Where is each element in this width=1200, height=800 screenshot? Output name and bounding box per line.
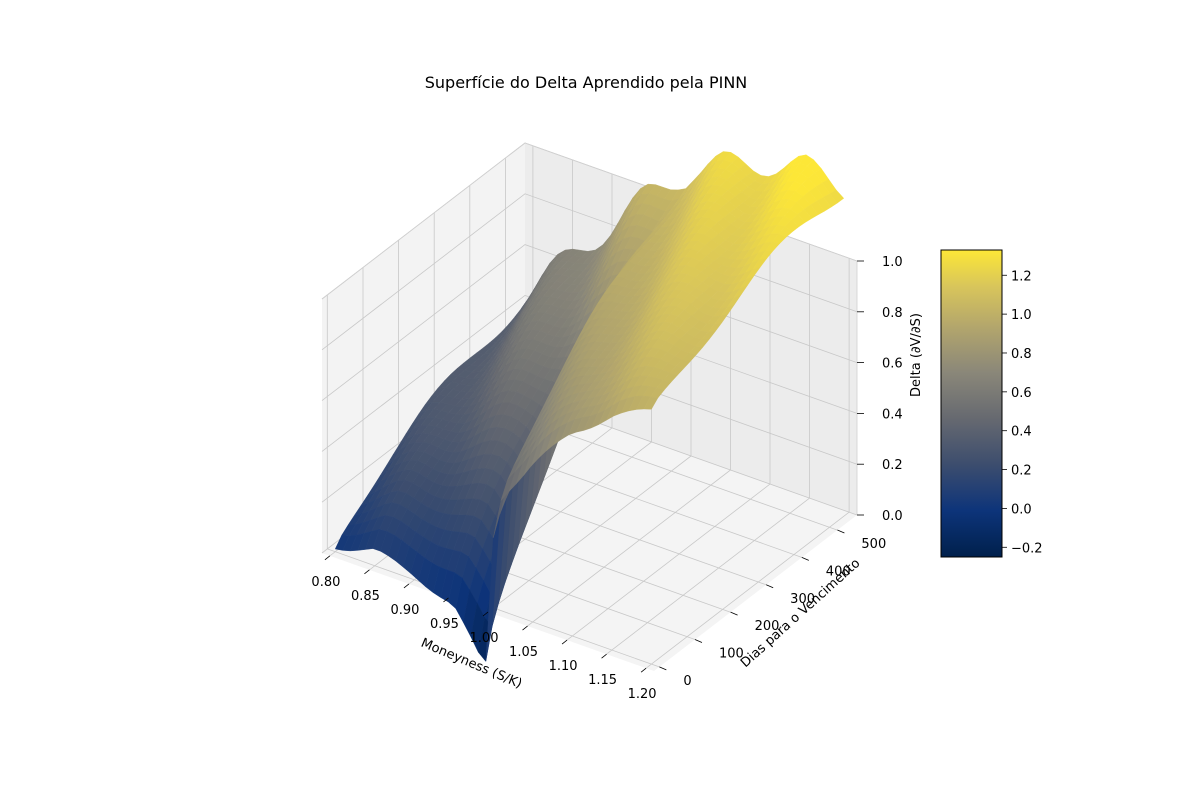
colorbar-ticks: −0.2 0.0 0.2 0.4 0.6 0.8 1.0 1.2: [1002, 269, 1043, 556]
x-tick-mark: [601, 653, 607, 659]
x-tick-label: 1.15: [588, 673, 617, 688]
z-tick-label: 0.2: [882, 458, 903, 473]
x-tick-mark: [522, 625, 528, 631]
colorbar-tick-label: 0.4: [1011, 425, 1032, 440]
left-pane: [322, 143, 525, 553]
z-gridline: [321, 244, 858, 401]
colorbar-tick-label: 0.8: [1011, 347, 1032, 362]
colorbar-gradient: [940, 249, 1003, 558]
surface-patch: [643, 396, 659, 410]
x-tick-mark: [443, 597, 449, 603]
y-tick-label: 100: [719, 647, 744, 662]
x-tick-mark: [640, 667, 647, 673]
colorbar-tick-label: −0.2: [1011, 541, 1043, 556]
y-tick-label: 200: [755, 619, 780, 634]
y-tick-mark: [766, 584, 774, 589]
colorbar-tick-label: 0.6: [1011, 386, 1032, 401]
x-tick-mark: [324, 555, 331, 561]
x-tick-label: 0.85: [351, 589, 380, 604]
x-tick-mark: [561, 639, 568, 645]
x-tick-label: 0.95: [430, 617, 459, 632]
x-tick-label: 0.80: [311, 575, 340, 590]
chart-title: Superfície do Delta Aprendido pela PINN: [425, 73, 748, 92]
z-tick-label: 1.0: [882, 255, 903, 270]
axis-ticks: 0.80 0.85 0.90 0.95 1.00 1.05 1.10 1.15 1.20 0 100…: [311, 255, 902, 702]
z-gridline: [321, 294, 858, 452]
y-tick-label: 300: [790, 592, 815, 607]
x-tick-label: 1.20: [628, 687, 657, 702]
x-tick-mark: [403, 583, 410, 589]
x-tick-label: 0.90: [390, 603, 419, 618]
colorbar: −0.2 0.0 0.2 0.4 0.6 0.8 1.0 1.2: [940, 249, 1043, 558]
y-tick-mark: [801, 557, 809, 561]
y-tick-label: 500: [861, 537, 886, 552]
x-tick-label: 1.00: [470, 631, 499, 646]
y-tick-mark: [659, 666, 667, 671]
x-tick-mark: [482, 611, 489, 617]
y-tick-mark: [837, 529, 845, 534]
y-tick-mark: [730, 611, 738, 616]
x-tick-mark: [364, 569, 370, 575]
y-tick-mark: [694, 639, 703, 643]
y-tick-label: 400: [826, 564, 851, 579]
colorbar-tick-label: 0.2: [1011, 464, 1032, 479]
y-tick-label: 0: [683, 674, 691, 689]
colorbar-tick-label: 1.0: [1011, 308, 1032, 323]
z-tick-label: 0.0: [882, 509, 903, 524]
x-tick-label: 1.05: [509, 645, 538, 660]
colorbar-tick-label: 0.0: [1011, 502, 1032, 517]
x-tick-label: 1.10: [549, 659, 578, 674]
delta-surface: [334, 151, 845, 662]
z-tick-label: 0.8: [882, 306, 903, 321]
colorbar-tick-label: 1.2: [1011, 269, 1032, 284]
z-tick-label: 0.6: [882, 357, 903, 372]
z-tick-label: 0.4: [882, 407, 903, 422]
z-axis-title: Delta (∂V/∂S): [909, 313, 924, 397]
